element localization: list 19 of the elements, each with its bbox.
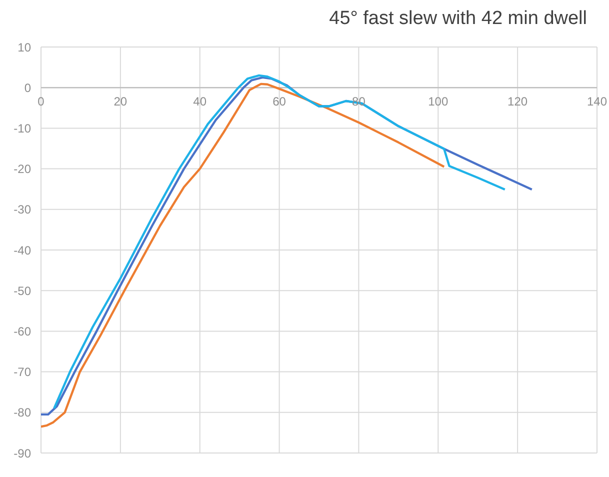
y-tick-label: -10 <box>14 121 32 136</box>
x-tick-label: 120 <box>508 94 528 109</box>
y-tick-label: -30 <box>14 202 32 217</box>
x-tick-label: 140 <box>586 94 608 109</box>
x-tick-label: 40 <box>193 94 207 109</box>
x-tick-label: 0 <box>38 94 45 109</box>
y-tick-label: -50 <box>14 284 32 298</box>
y-tick-label: -70 <box>14 365 32 380</box>
x-tick-label: 60 <box>272 94 286 109</box>
y-tick-label: 10 <box>18 40 32 54</box>
y-tick-label: -20 <box>14 162 32 176</box>
y-tick-label: -90 <box>14 446 32 460</box>
x-tick-label: 100 <box>428 94 448 109</box>
y-tick-label: -60 <box>14 324 32 338</box>
chart-title: 45° fast slew with 42 min dwell <box>329 8 587 30</box>
y-tick-label: -80 <box>14 406 32 420</box>
y-tick-label: 0 <box>24 80 32 95</box>
y-tick-label: -40 <box>14 243 32 258</box>
x-tick-label: 20 <box>114 94 128 109</box>
